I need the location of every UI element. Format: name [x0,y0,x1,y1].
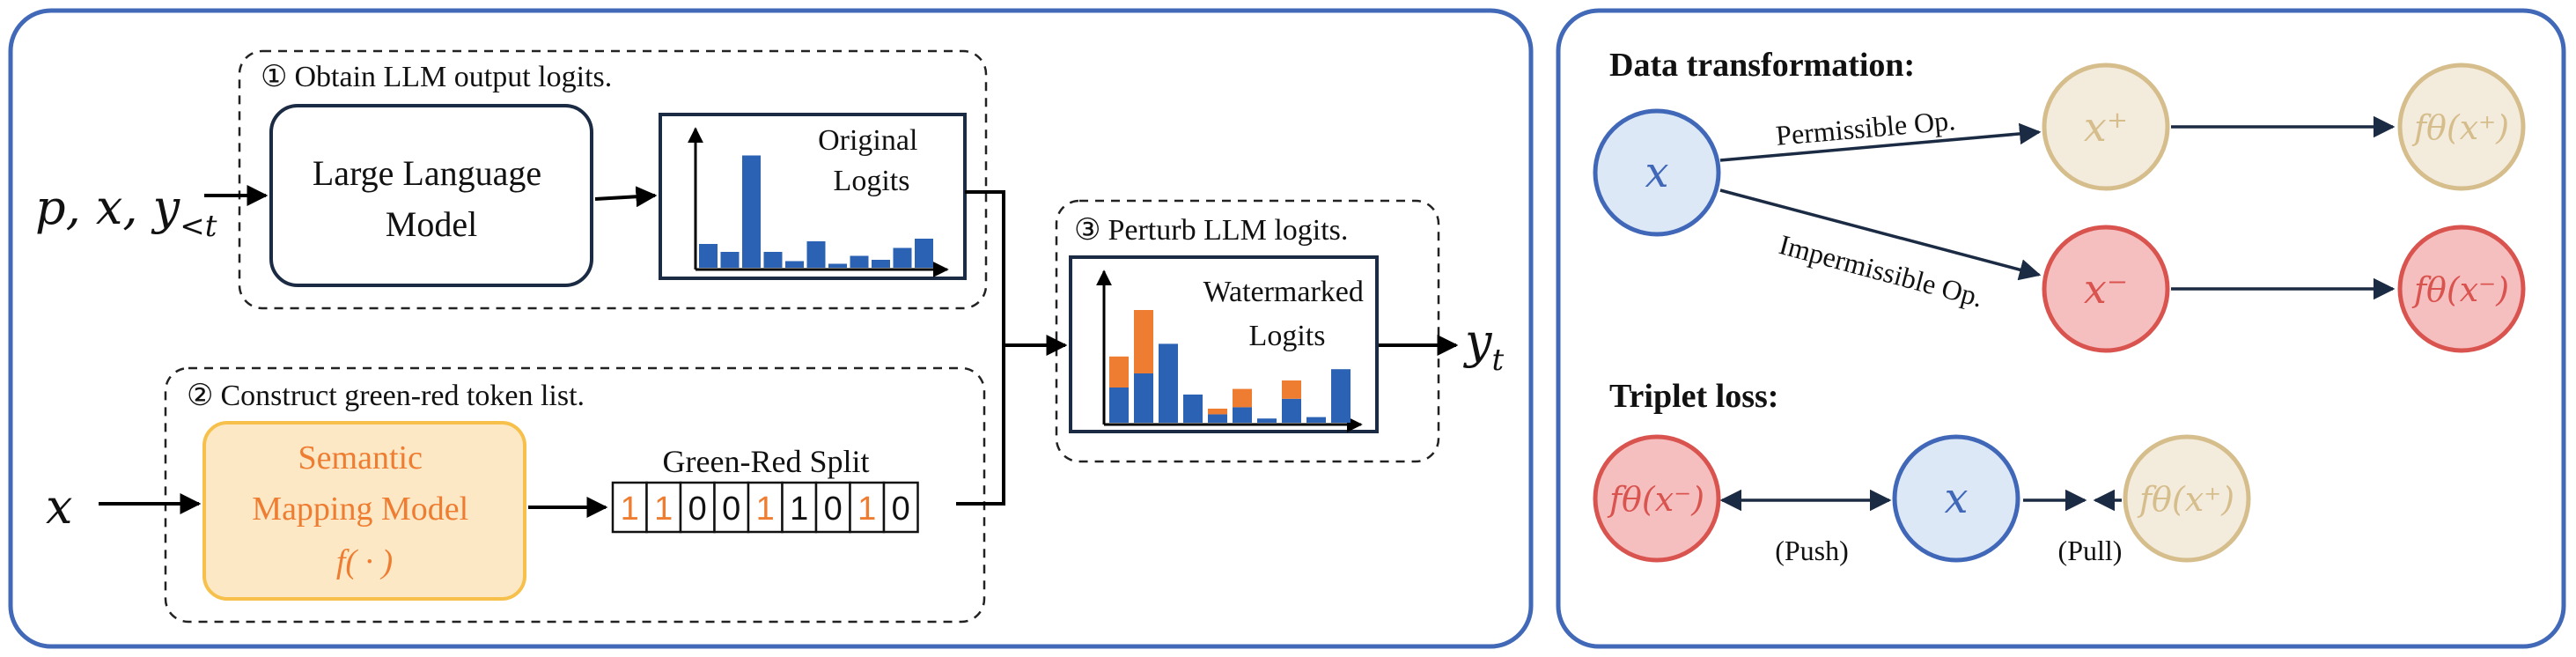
transformation-arrows [1719,115,2396,300]
semantic-mapping-model-label: Semantic Mapping Model f( · ) [252,439,476,580]
input-bottom-label: x [46,479,72,535]
node-x-label: x [1645,148,1668,197]
step3-caption: ③ Perturb LLM logits. [1074,214,1348,247]
watermarked-logit-bar-red [1134,310,1153,373]
split-bit: 1 [654,491,673,528]
original-logit-bar [742,155,761,268]
data-transformation-title: Data transformation: [1609,47,1915,84]
split-bit: 0 [892,491,910,528]
watermarked-logits-bars [1109,310,1351,423]
split-bit: 1 [756,491,775,528]
split-cell [781,481,818,534]
original-logit-bar [872,260,890,268]
node-x [1593,108,1721,237]
llm-box-label: Large Language Model [313,153,550,244]
original-logit-bar [828,263,847,268]
watermarked-logit-bar-green [1282,398,1301,423]
node-f-neg-label: fθ(x⁻) [2411,270,2509,309]
watermarked-logit-bar-red [1233,388,1252,408]
watermarked-logit-bar-green [1109,388,1129,423]
original-logit-bar [785,261,804,268]
original-logit-bar [893,247,912,268]
original-logit-bar [720,252,740,268]
step1-region [238,49,988,310]
original-logits-bars [699,155,933,268]
node-x-pos-label: x⁺ [2084,103,2128,151]
watermarked-logit-bar-green [1159,343,1178,423]
split-title: Green-Red Split [663,444,870,479]
node-f-neg [2397,225,2526,353]
step1-caption: ① Obtain LLM output logits. [261,61,612,93]
watermarked-logit-bar-red [1208,409,1227,415]
split-cell [611,481,648,534]
split-cell [747,481,784,534]
permissible-op-label: Permissible Op. [1775,104,1957,151]
step3-region [1055,199,1440,463]
step2-region [164,366,986,624]
triplet-node-f-pos-label: fθ(x⁺) [2137,480,2234,519]
watermarked-logit-bar-green [1183,395,1203,423]
split-bit: 1 [857,491,876,528]
left-panel [8,8,1534,649]
input-top-label: p, x, y<t [35,180,217,244]
triplet-loss-title: Triplet loss: [1609,378,1778,415]
llm-box [269,104,593,287]
split-bit: 0 [722,491,740,528]
triplet-node-f-neg [1593,434,1721,563]
semantic-mapping-model-box [202,421,526,601]
split-bit: 0 [824,491,843,528]
push-label: (Push) [1775,535,1849,566]
split-bit: 1 [790,491,808,528]
original-logit-bar [806,241,826,268]
original-logits-label: Original Logits [818,124,925,197]
watermarked-logit-bar-green [1233,407,1252,423]
node-x-neg [2042,225,2170,353]
triplet-node-x-label: x [1944,474,1968,523]
output-label: yt [1463,314,1505,378]
split-cell [882,481,919,534]
step2-caption: ② Construct green-red token list. [187,380,585,412]
original-logit-bar [763,252,783,268]
node-x-pos [2042,63,2170,191]
original-logit-bar [850,255,869,268]
watermarked-logit-bar-green [1331,369,1351,423]
triplet-node-x [1892,434,2020,563]
split-cell [849,481,886,534]
node-f-pos-label: fθ(x⁺) [2411,108,2509,147]
watermarked-logit-bar-green [1257,418,1277,423]
watermarked-logit-bar-green [1134,373,1153,423]
split-bit: 1 [621,491,639,528]
watermarked-logits-axes [1096,269,1363,432]
original-logits-axes [688,127,949,277]
split-bit: 0 [688,491,707,528]
watermarked-logit-bar-red [1109,356,1129,388]
left-arrows [99,185,1459,518]
watermarked-logits-label: Watermarked Logits [1203,276,1372,352]
right-panel [1556,8,2566,649]
impermissible-op-label: Impermissible Op. [1776,228,1986,313]
original-logit-bar [915,239,933,268]
watermarked-logit-bar-red [1282,380,1301,399]
original-logit-bar [699,244,718,268]
node-f-pos [2397,63,2526,191]
node-x-neg-label: x⁻ [2084,265,2128,313]
triplet-node-f-pos [2123,434,2251,563]
watermarked-logit-bar-green [1208,414,1227,423]
watermarked-logit-bar-green [1306,417,1326,423]
pull-label: (Pull) [2058,535,2123,566]
triplet-node-f-neg-label: fθ(x⁻) [1607,480,1704,519]
